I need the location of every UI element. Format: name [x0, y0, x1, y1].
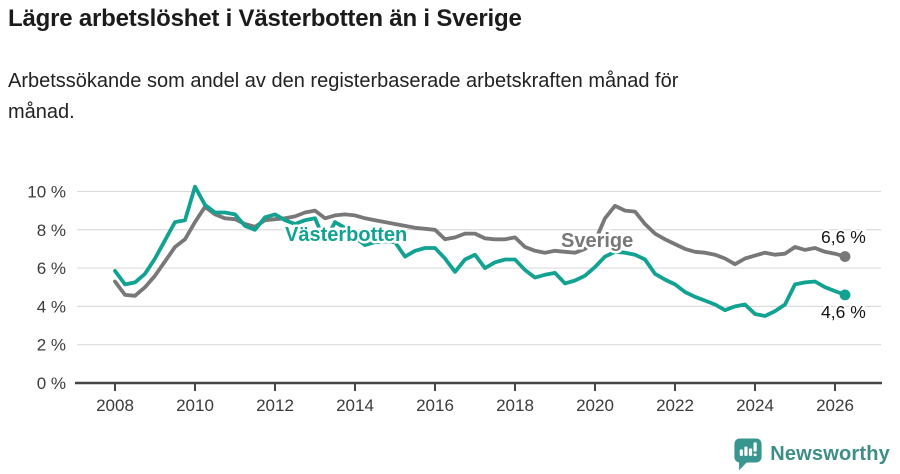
series-end-value-sverige: 6,6 % [821, 227, 866, 247]
y-tick-label: 2 % [37, 336, 66, 355]
x-tick-label: 2010 [176, 396, 214, 415]
y-tick-label: 10 % [27, 182, 66, 201]
x-tick-label: 2016 [416, 396, 454, 415]
series-inline-label-vasterbotten: Västerbotten [285, 224, 407, 246]
page-title: Lägre arbetslöshet i Västerbotten än i S… [8, 5, 522, 32]
x-tick-label: 2018 [496, 396, 534, 415]
series-end-dot-sverige [839, 251, 851, 262]
chart-subtitle: Arbetssökande som andel av den registerb… [8, 66, 678, 128]
x-tick-label: 2024 [736, 396, 774, 415]
x-tick-label: 2026 [816, 396, 854, 415]
series-line-sverige [113, 203, 847, 298]
newsworthy-logo-icon [734, 438, 762, 471]
x-tick-label: 2008 [96, 396, 134, 415]
y-tick-label: 4 % [37, 297, 66, 316]
y-tick-label: 6 % [37, 259, 66, 278]
series-end-dot-vasterbotten [839, 289, 851, 301]
series-line-vasterbotten [113, 184, 847, 318]
y-tick-label: 8 % [37, 221, 66, 240]
series-inline-label-sverige: Sverige [561, 230, 633, 252]
chart-subtitle-line1: Arbetssökande som andel av den registerb… [8, 70, 679, 92]
series-end-value-vasterbotten: 4,6 % [821, 302, 866, 322]
x-tick-label: 2014 [336, 396, 374, 415]
newsworthy-logo-text: Newsworthy [770, 442, 890, 465]
x-tick-label: 2020 [576, 396, 614, 415]
y-tick-label: 0 % [37, 374, 66, 393]
x-tick-label: 2012 [256, 396, 294, 415]
chart-subtitle-line2: månad. [8, 101, 75, 123]
newsworthy-logo[interactable]: Newsworthy [733, 437, 890, 471]
x-tick-label: 2022 [656, 396, 694, 415]
